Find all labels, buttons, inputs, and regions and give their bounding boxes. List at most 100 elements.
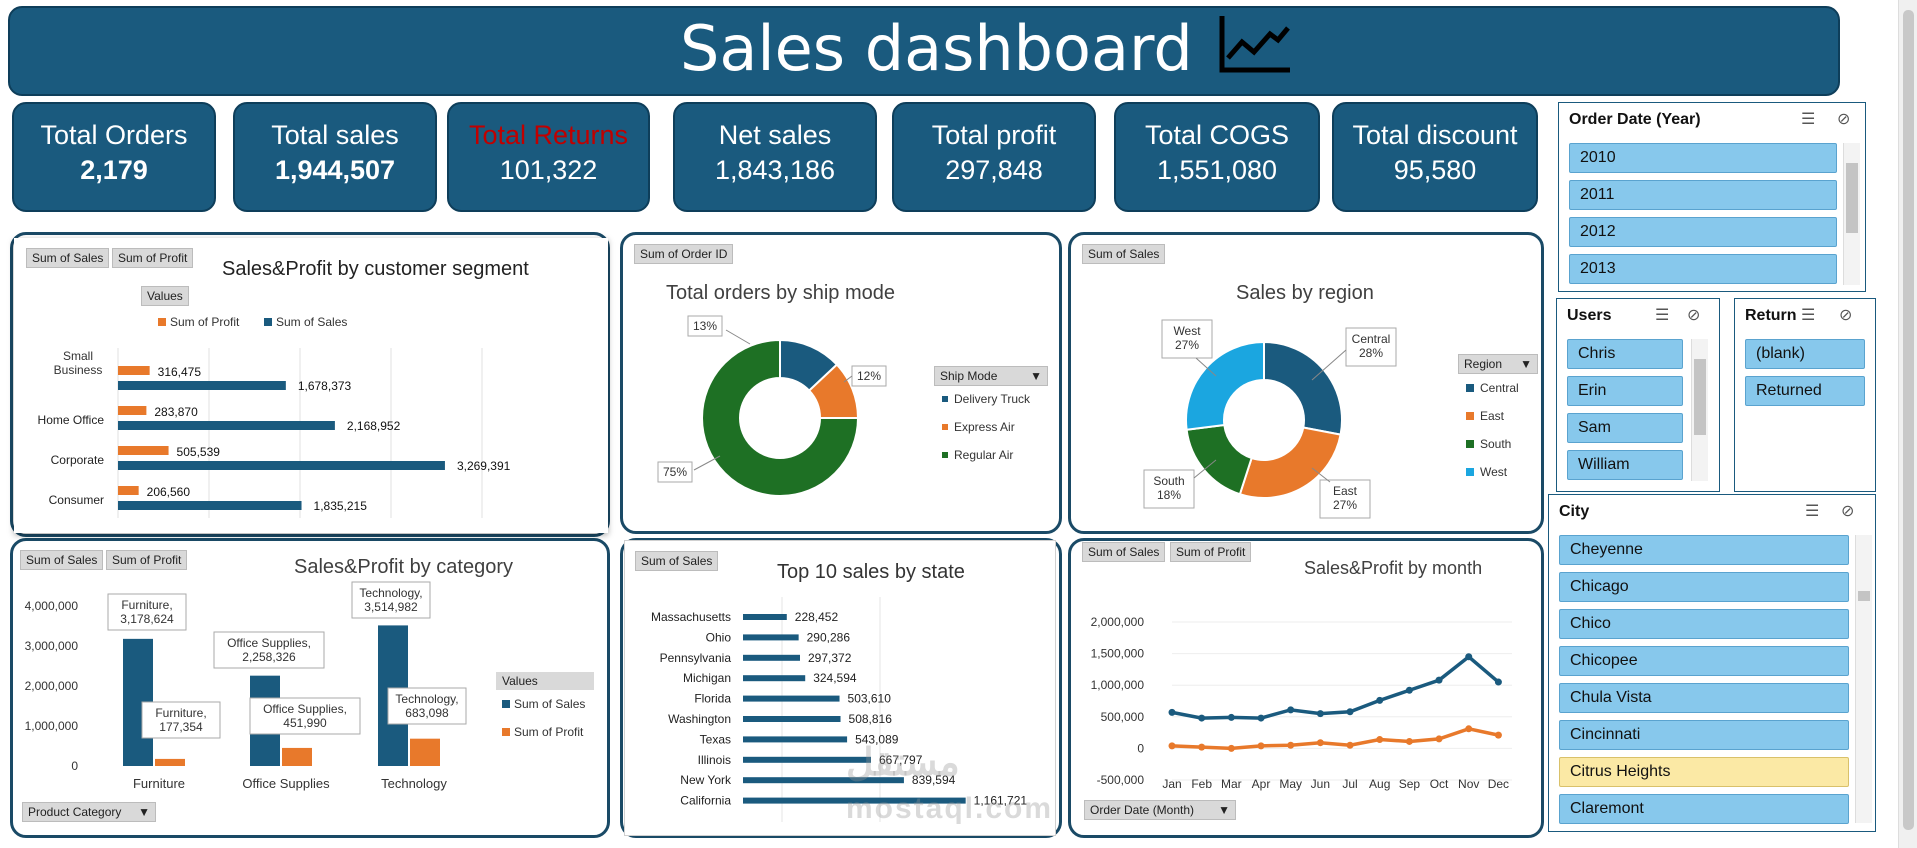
legend-swatch-profit [502,728,510,736]
category-sum-of-sales-field-button[interactable]: Sum of Sales [20,550,104,570]
multi-select-icon[interactable]: ☰ [1801,307,1816,324]
slicer-item-2011[interactable]: 2011 [1569,180,1837,210]
profit-data-label: 505,539 [177,445,221,459]
kpi-total-returns: Total Returns 101,322 [447,102,650,212]
state-chart: Sum of Sales Top 10 sales by state Massa… [624,540,1056,836]
profit-data-label: 206,560 [147,485,191,499]
multi-select-icon[interactable]: ☰ [1801,111,1816,128]
order-date-month-filter-button[interactable]: Order Date (Month) ▼ [1084,800,1236,820]
slicer-item-cheyenne[interactable]: Cheyenne [1559,535,1849,565]
region-chart-title: Sales by region [1236,282,1374,304]
slicer-item-chris[interactable]: Chris [1567,339,1683,369]
clear-filter-icon[interactable]: ⊘ [1837,111,1851,128]
slicer-item-cincinnati[interactable]: Cincinnati [1559,720,1849,750]
ship-mode-filter-button[interactable]: Ship Mode ▼ [934,366,1048,386]
city-slicer-scrollbar[interactable] [1855,535,1872,823]
region-sum-of-sales-field-button[interactable]: Sum of Sales [1082,244,1166,264]
slicer-item-sam[interactable]: Sam [1567,413,1683,443]
kpi-label: Total Returns [468,120,629,150]
clear-filter-icon[interactable]: ⊘ [1841,503,1855,520]
profit-bar-corporate [118,446,169,455]
kpi-value: 1,551,080 [1156,155,1278,185]
region-data-label: South 18% [1153,474,1184,502]
clear-filter-icon[interactable]: ⊘ [1687,307,1701,324]
slicer-item-chicopee[interactable]: Chicopee [1559,646,1849,676]
slicer-item-chico[interactable]: Chico [1559,609,1849,639]
ship-chart-title: Total orders by ship mode [666,282,896,304]
sales-callout-box [351,581,431,619]
state-data-label: 290,286 [807,630,851,644]
slicer-item-citrus-heights[interactable]: Citrus Heights [1559,757,1849,787]
x-tick-label: Jan [1162,777,1181,791]
sales-point-dec [1494,678,1502,686]
kpi-value: 1,843,186 [714,155,836,185]
slicer-item-erin[interactable]: Erin [1567,376,1683,406]
sales-line [1171,654,1500,720]
profit-point-apr [1257,742,1265,750]
state-tick-label: Massachusetts [651,610,731,624]
legend-swatch-regular-air [942,452,948,458]
scroll-thumb[interactable] [1694,359,1706,435]
kpi-total-profit: Total profit 297,848 [892,102,1096,212]
values-field-button[interactable]: Values [141,286,189,306]
year-slicer-scrollbar[interactable] [1843,143,1860,285]
month-panel-frame [1068,538,1544,838]
segment-bar-svg: Sum of Profit Sum of Sales 206,560 1,835,21… [38,315,511,518]
legend-label-sales: Sum of Sales [514,697,585,711]
state-sum-of-sales-field-button[interactable]: Sum of Sales [635,551,719,571]
sales-point-feb [1198,714,1206,722]
scroll-thumb[interactable] [1858,591,1870,601]
state-bar-washington [743,716,841,722]
sum-of-profit-field-button[interactable]: Sum of Profit [112,248,194,268]
slicer-item-2010[interactable]: 2010 [1569,143,1837,173]
sum-of-order-id-field-button[interactable]: Sum of Order ID [634,244,734,264]
multi-select-icon[interactable]: ☰ [1805,503,1820,520]
slicer-item-chula-vista[interactable]: Chula Vista [1559,683,1849,713]
state-bar-pennsylvania [743,654,800,661]
region-label-box [1319,479,1371,519]
slicer-item-blank[interactable]: (blank) [1745,339,1865,369]
slicer-item-william[interactable]: William [1567,450,1683,480]
y-tick-label: 2,000,000 [25,679,79,693]
window-scroll-thumb[interactable] [1903,10,1914,830]
region-donut-svg: Central 28% East 27% South 18% West 27% Central E… [1143,319,1519,519]
y-tick-label: 4,000,000 [25,599,79,613]
scroll-thumb[interactable] [1846,163,1858,233]
sales-point-jun [1316,710,1324,718]
state-tick-label: Michigan [683,671,731,685]
legend-label-regular-air: Regular Air [954,448,1013,462]
slicer-title: Order Date (Year) [1569,111,1701,128]
ship-donut-svg: 13% 12% 75% Delivery Truck Express Air Regula… [657,315,1031,497]
month-sum-of-sales-field-button[interactable]: Sum of Sales [1082,542,1166,562]
sales-bar-home-office [118,421,335,430]
profit-point-mar [1227,744,1235,752]
month-sum-of-profit-field-button[interactable]: Sum of Profit [1170,542,1252,562]
slicer-item-2013[interactable]: 2013 [1569,254,1837,284]
leader-line [693,455,721,471]
x-tick-label: Sep [1399,777,1421,791]
profit-bar-home-office [118,406,147,415]
state-tick-label: California [680,794,731,808]
users-slicer-scrollbar[interactable] [1691,339,1708,481]
legend-swatch-sales [502,700,510,708]
slicer-item-chicago[interactable]: Chicago [1559,572,1849,602]
header-banner [8,6,1840,96]
sales-point-mar [1227,713,1235,721]
legend-swatch-south [1466,440,1474,448]
sales-point-jul [1346,708,1354,716]
product-category-filter-button[interactable]: Product Category ▼ [22,802,156,822]
window-scrollbar[interactable] [1898,0,1917,848]
kpi-value: 1,944,507 [274,155,396,185]
multi-select-icon[interactable]: ☰ [1655,307,1670,324]
sales-callout-label: Office Supplies, 2,258,326 [227,636,311,664]
clear-filter-icon[interactable]: ⊘ [1839,307,1853,324]
slicer-item-returned[interactable]: Returned [1745,376,1865,406]
sales-bar-small-business [118,381,286,390]
region-filter-button[interactable]: Region ▼ [1458,354,1538,374]
slicer-item-2012[interactable]: 2012 [1569,217,1837,247]
category-sum-of-profit-field-button[interactable]: Sum of Profit [106,550,188,570]
state-bar-svg: Massachusetts 228,452 Ohio 290,286 Pennsylva… [651,597,1027,822]
sum-of-sales-field-button[interactable]: Sum of Sales [26,248,110,268]
slicer-title: City [1559,503,1590,520]
slicer-item-claremont[interactable]: Claremont [1559,794,1849,824]
